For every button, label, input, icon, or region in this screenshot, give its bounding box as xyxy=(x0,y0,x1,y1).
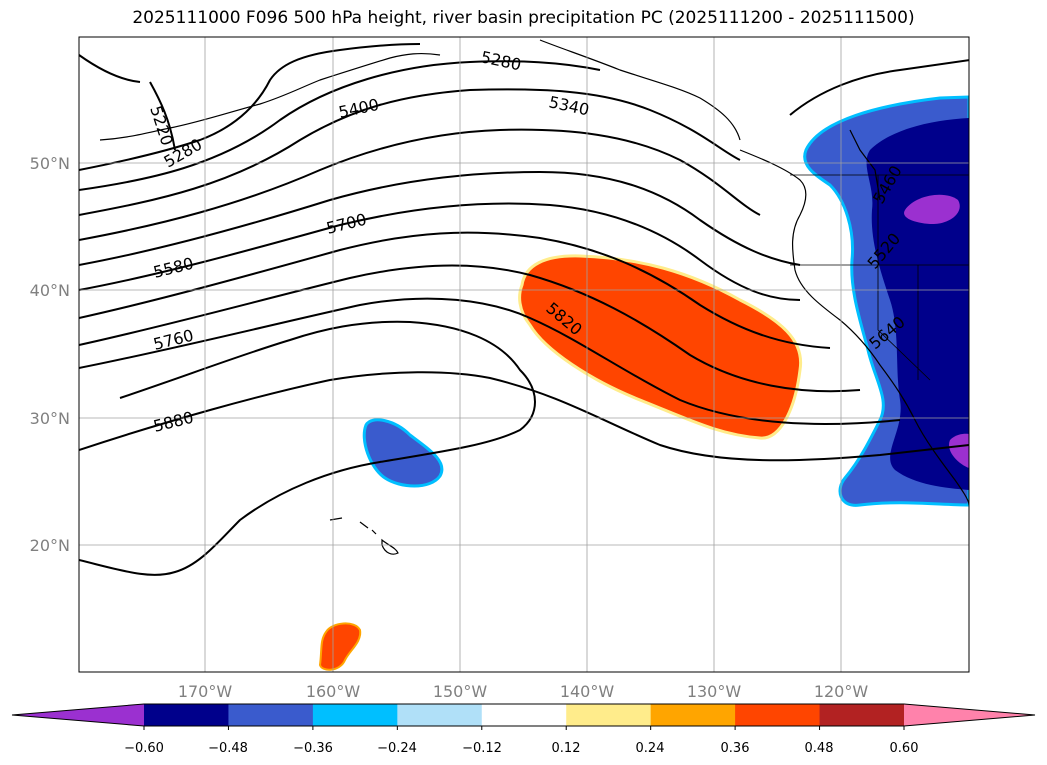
colorbar-tick-label: 0.36 xyxy=(721,741,750,756)
colorbar-tick-label: −0.36 xyxy=(293,741,333,756)
negative-anomaly-region-hawaii xyxy=(362,418,444,488)
colorbar-ticks: −0.60 −0.48 −0.36 −0.24 −0.12 0.12 0.24 … xyxy=(124,741,918,756)
colorbar-tick-label: 0.60 xyxy=(890,741,919,756)
colorbar-tick-label: −0.48 xyxy=(208,741,248,756)
lon-label-140w: 140°W xyxy=(560,682,615,701)
strongest-negative-spot-2 xyxy=(949,433,969,468)
colorbar-extend-high xyxy=(904,704,1035,726)
colorbar-tick-label: 0.24 xyxy=(636,741,665,756)
coastlines xyxy=(99,39,969,555)
lon-label-170w: 170°W xyxy=(178,682,233,701)
colorbar-cell xyxy=(481,704,567,726)
gridlines xyxy=(79,37,969,672)
colorbar-cell xyxy=(650,704,736,726)
map-title: 2025111000 F096 500 hPa height, river ba… xyxy=(132,8,915,28)
lon-label-130w: 130°W xyxy=(687,682,742,701)
colorbar-tick-label: 0.12 xyxy=(552,741,581,756)
colorbar-cell xyxy=(228,704,314,726)
colorbar xyxy=(11,703,1036,730)
lat-label-50n: 50°N xyxy=(30,154,70,173)
lon-label-160w: 160°W xyxy=(306,682,361,701)
lon-label-120w: 120°W xyxy=(814,682,869,701)
positive-anomaly-region-south xyxy=(318,622,362,671)
colorbar-tick-label: −0.12 xyxy=(462,741,502,756)
lat-label-30n: 30°N xyxy=(30,409,70,428)
colorbar-extend-low xyxy=(12,704,144,726)
colorbar-cell xyxy=(566,704,652,726)
colorbar-tick-label: −0.60 xyxy=(124,741,164,756)
map-frame xyxy=(78,36,970,673)
lat-label-20n: 20°N xyxy=(30,536,70,555)
lon-label-150w: 150°W xyxy=(433,682,488,701)
colorbar-cell xyxy=(312,704,398,726)
colorbar-tick-label: −0.24 xyxy=(377,741,417,756)
colorbar-cell xyxy=(144,704,229,726)
lat-label-40n: 40°N xyxy=(30,281,70,300)
colorbar-cell xyxy=(819,704,905,726)
colorbar-cell xyxy=(735,704,821,726)
state-borders xyxy=(790,174,969,381)
colorbar-tick-label: 0.48 xyxy=(805,741,834,756)
colorbar-cell xyxy=(397,704,483,726)
strongest-negative-spot-1 xyxy=(904,194,960,225)
